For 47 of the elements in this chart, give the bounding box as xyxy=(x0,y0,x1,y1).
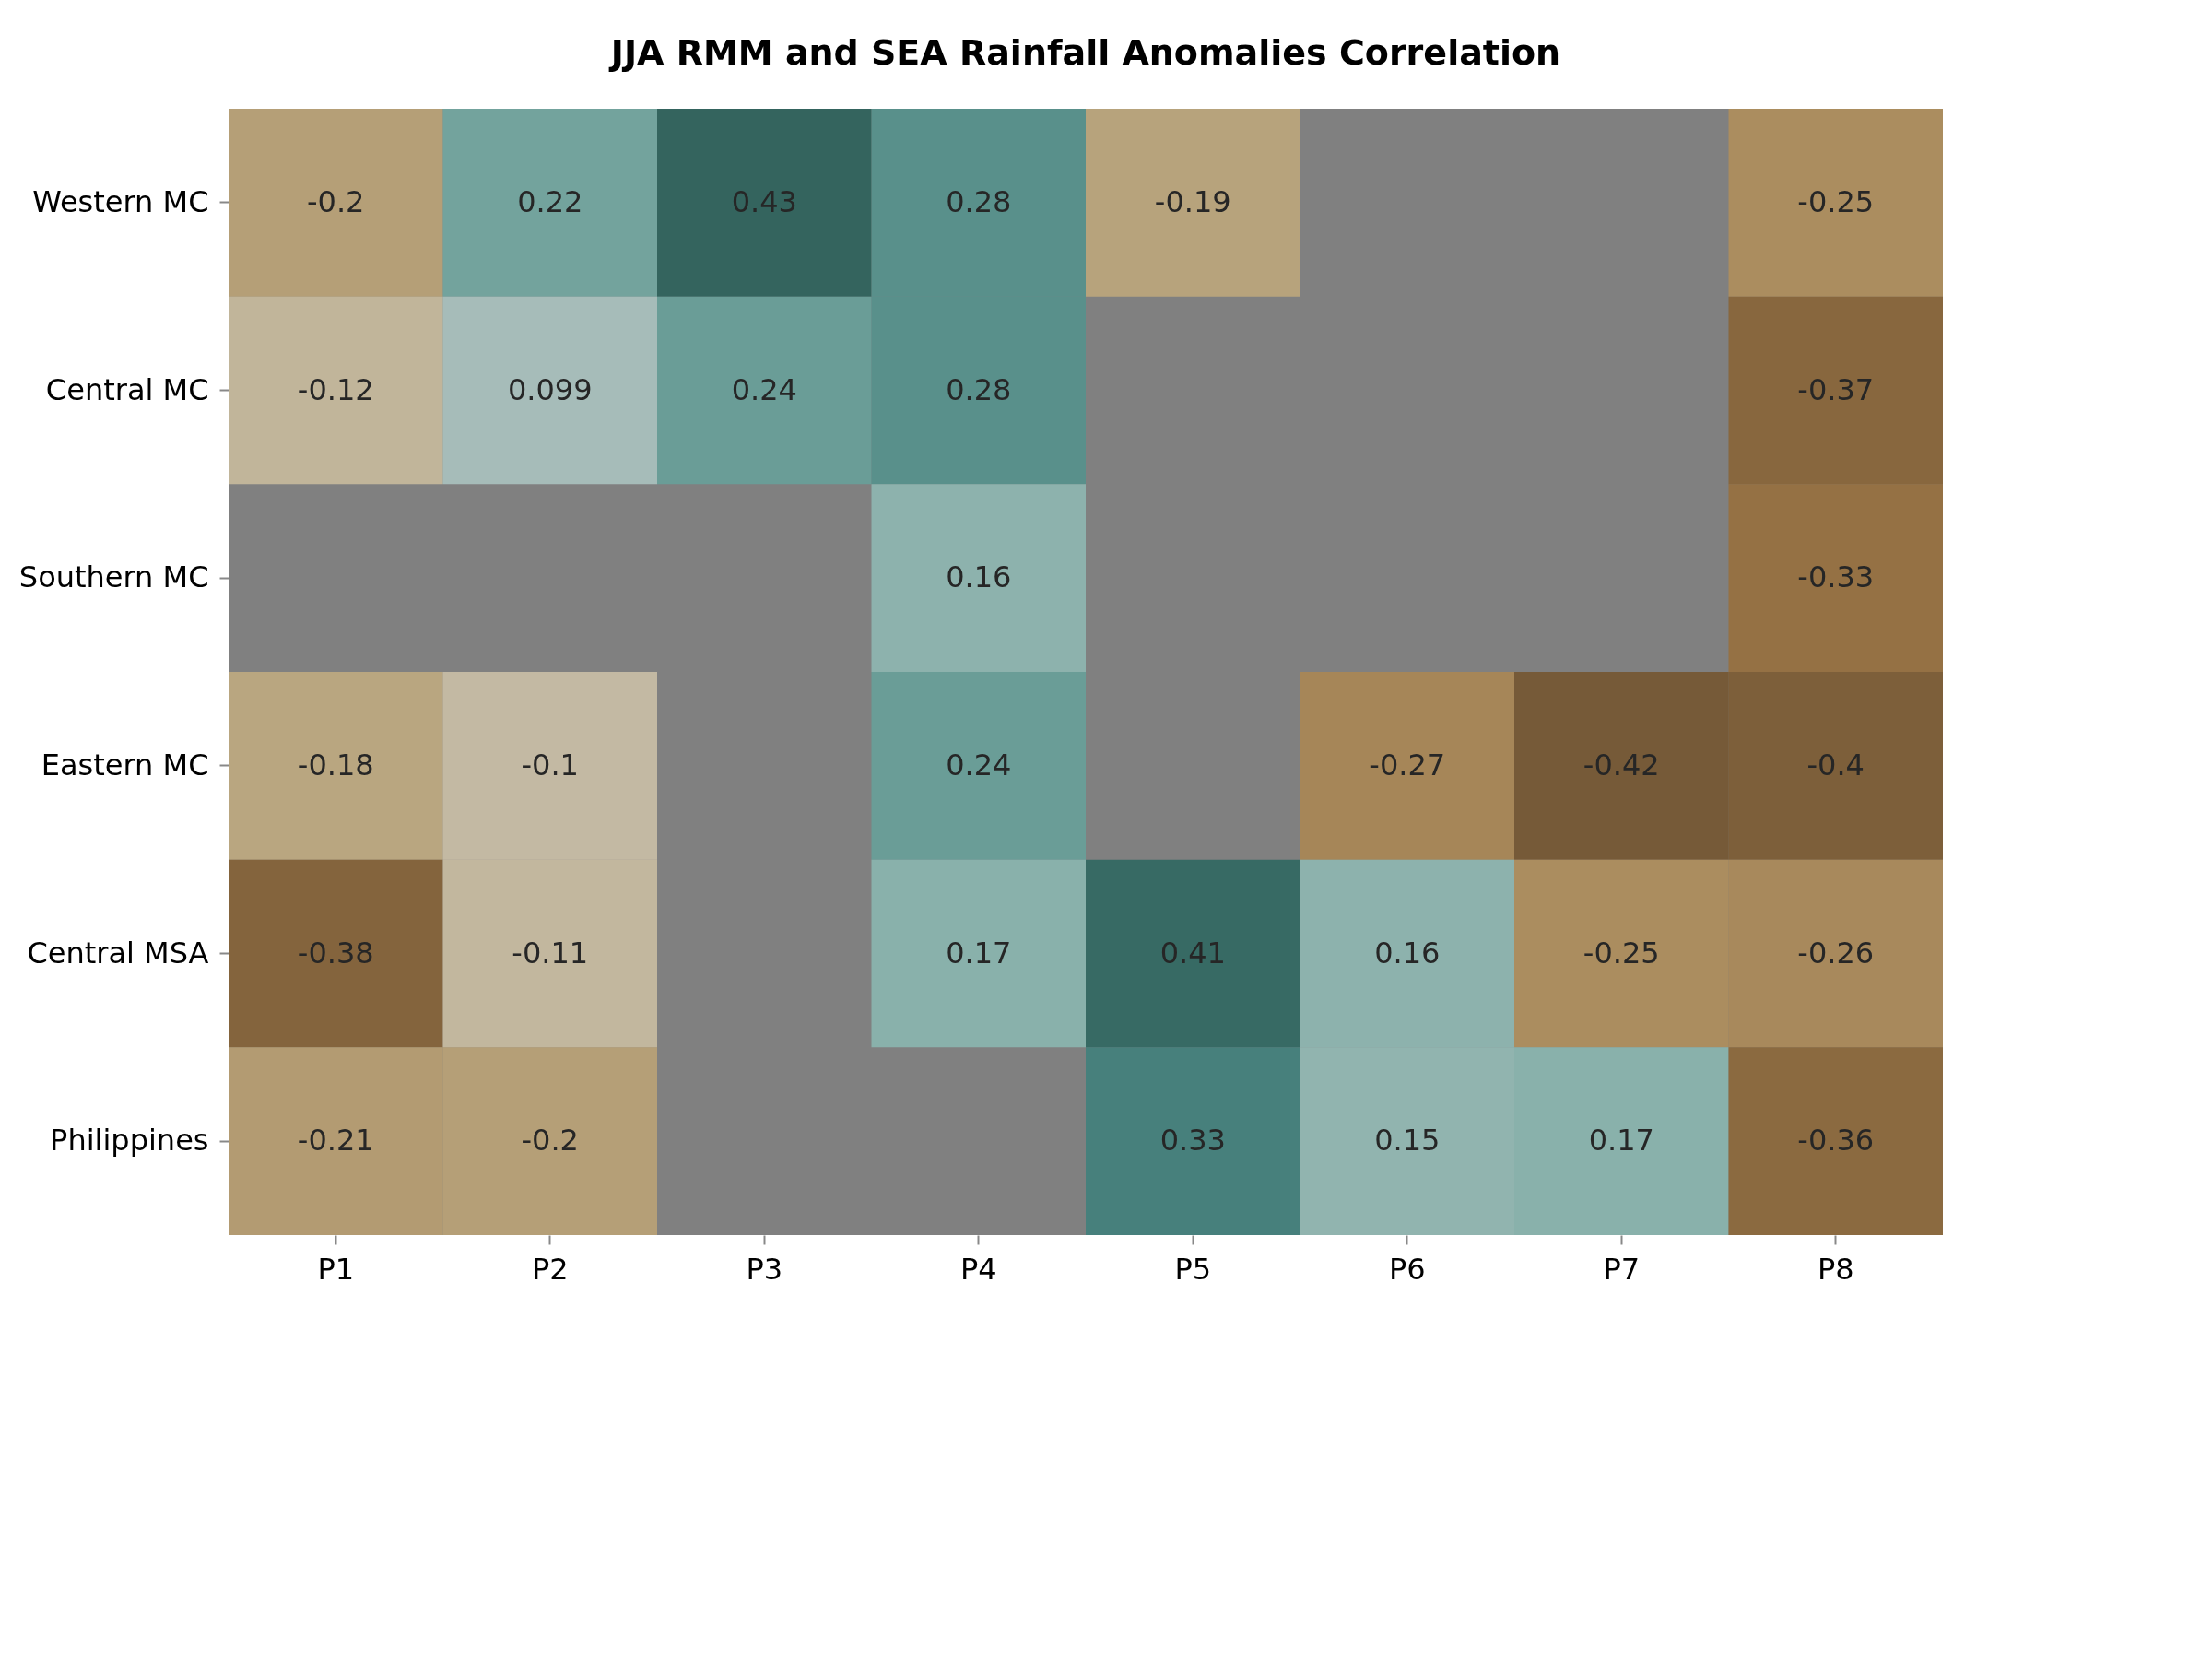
chart-title: JJA RMM and SEA Rainfall Anomalies Correlation xyxy=(607,32,1561,73)
x-tick-label: P4 xyxy=(959,1251,997,1287)
data-label: 0.22 xyxy=(517,183,583,219)
x-tick-label: P6 xyxy=(1388,1251,1426,1287)
y-tick-label: Central MSA xyxy=(27,935,209,971)
data-label: -0.18 xyxy=(297,747,374,782)
data-label: 0.16 xyxy=(946,559,1012,595)
y-tick-label: Western MC xyxy=(32,183,209,219)
data-label: -0.2 xyxy=(521,1123,579,1159)
x-tick-label: P7 xyxy=(1603,1251,1641,1287)
data-label: -0.21 xyxy=(297,1123,374,1159)
data-label: 0.43 xyxy=(731,183,797,219)
x-tick-label: P1 xyxy=(317,1251,355,1287)
data-label: -0.38 xyxy=(297,935,374,971)
data-label: -0.25 xyxy=(1583,935,1660,971)
x-tick-label: P5 xyxy=(1174,1251,1212,1287)
data-label: 0.33 xyxy=(1159,1123,1226,1159)
data-label: 0.15 xyxy=(1374,1123,1441,1159)
x-tick-label: P3 xyxy=(746,1251,783,1287)
data-label: -0.33 xyxy=(1797,559,1875,595)
y-tick-label: Philippines xyxy=(50,1123,209,1159)
data-label: -0.1 xyxy=(521,747,579,782)
data-label: -0.4 xyxy=(1806,747,1865,782)
data-label: 0.41 xyxy=(1159,935,1226,971)
data-label: -0.42 xyxy=(1583,747,1660,782)
y-tick-label: Eastern MC xyxy=(41,747,209,782)
data-label: -0.26 xyxy=(1797,935,1875,971)
data-label: -0.36 xyxy=(1797,1123,1875,1159)
data-label: 0.24 xyxy=(731,371,797,407)
data-label: -0.37 xyxy=(1797,371,1875,407)
data-label: 0.28 xyxy=(946,183,1012,219)
data-label: 0.099 xyxy=(507,371,593,407)
data-label: -0.25 xyxy=(1797,183,1875,219)
data-label: -0.27 xyxy=(1369,747,1446,782)
x-tick-label: P2 xyxy=(531,1251,569,1287)
x-tick-label: P8 xyxy=(1817,1251,1854,1287)
data-label: -0.2 xyxy=(307,183,365,219)
data-label: 0.28 xyxy=(946,371,1012,407)
data-label: -0.12 xyxy=(297,371,374,407)
data-label: -0.19 xyxy=(1154,183,1231,219)
data-label: 0.24 xyxy=(946,747,1012,782)
data-label: 0.17 xyxy=(946,935,1012,971)
data-label: -0.11 xyxy=(512,935,589,971)
y-tick-label: Central MC xyxy=(45,371,209,407)
data-label: 0.16 xyxy=(1374,935,1441,971)
data-label: 0.17 xyxy=(1588,1123,1654,1159)
y-tick-label: Southern MC xyxy=(18,559,209,595)
